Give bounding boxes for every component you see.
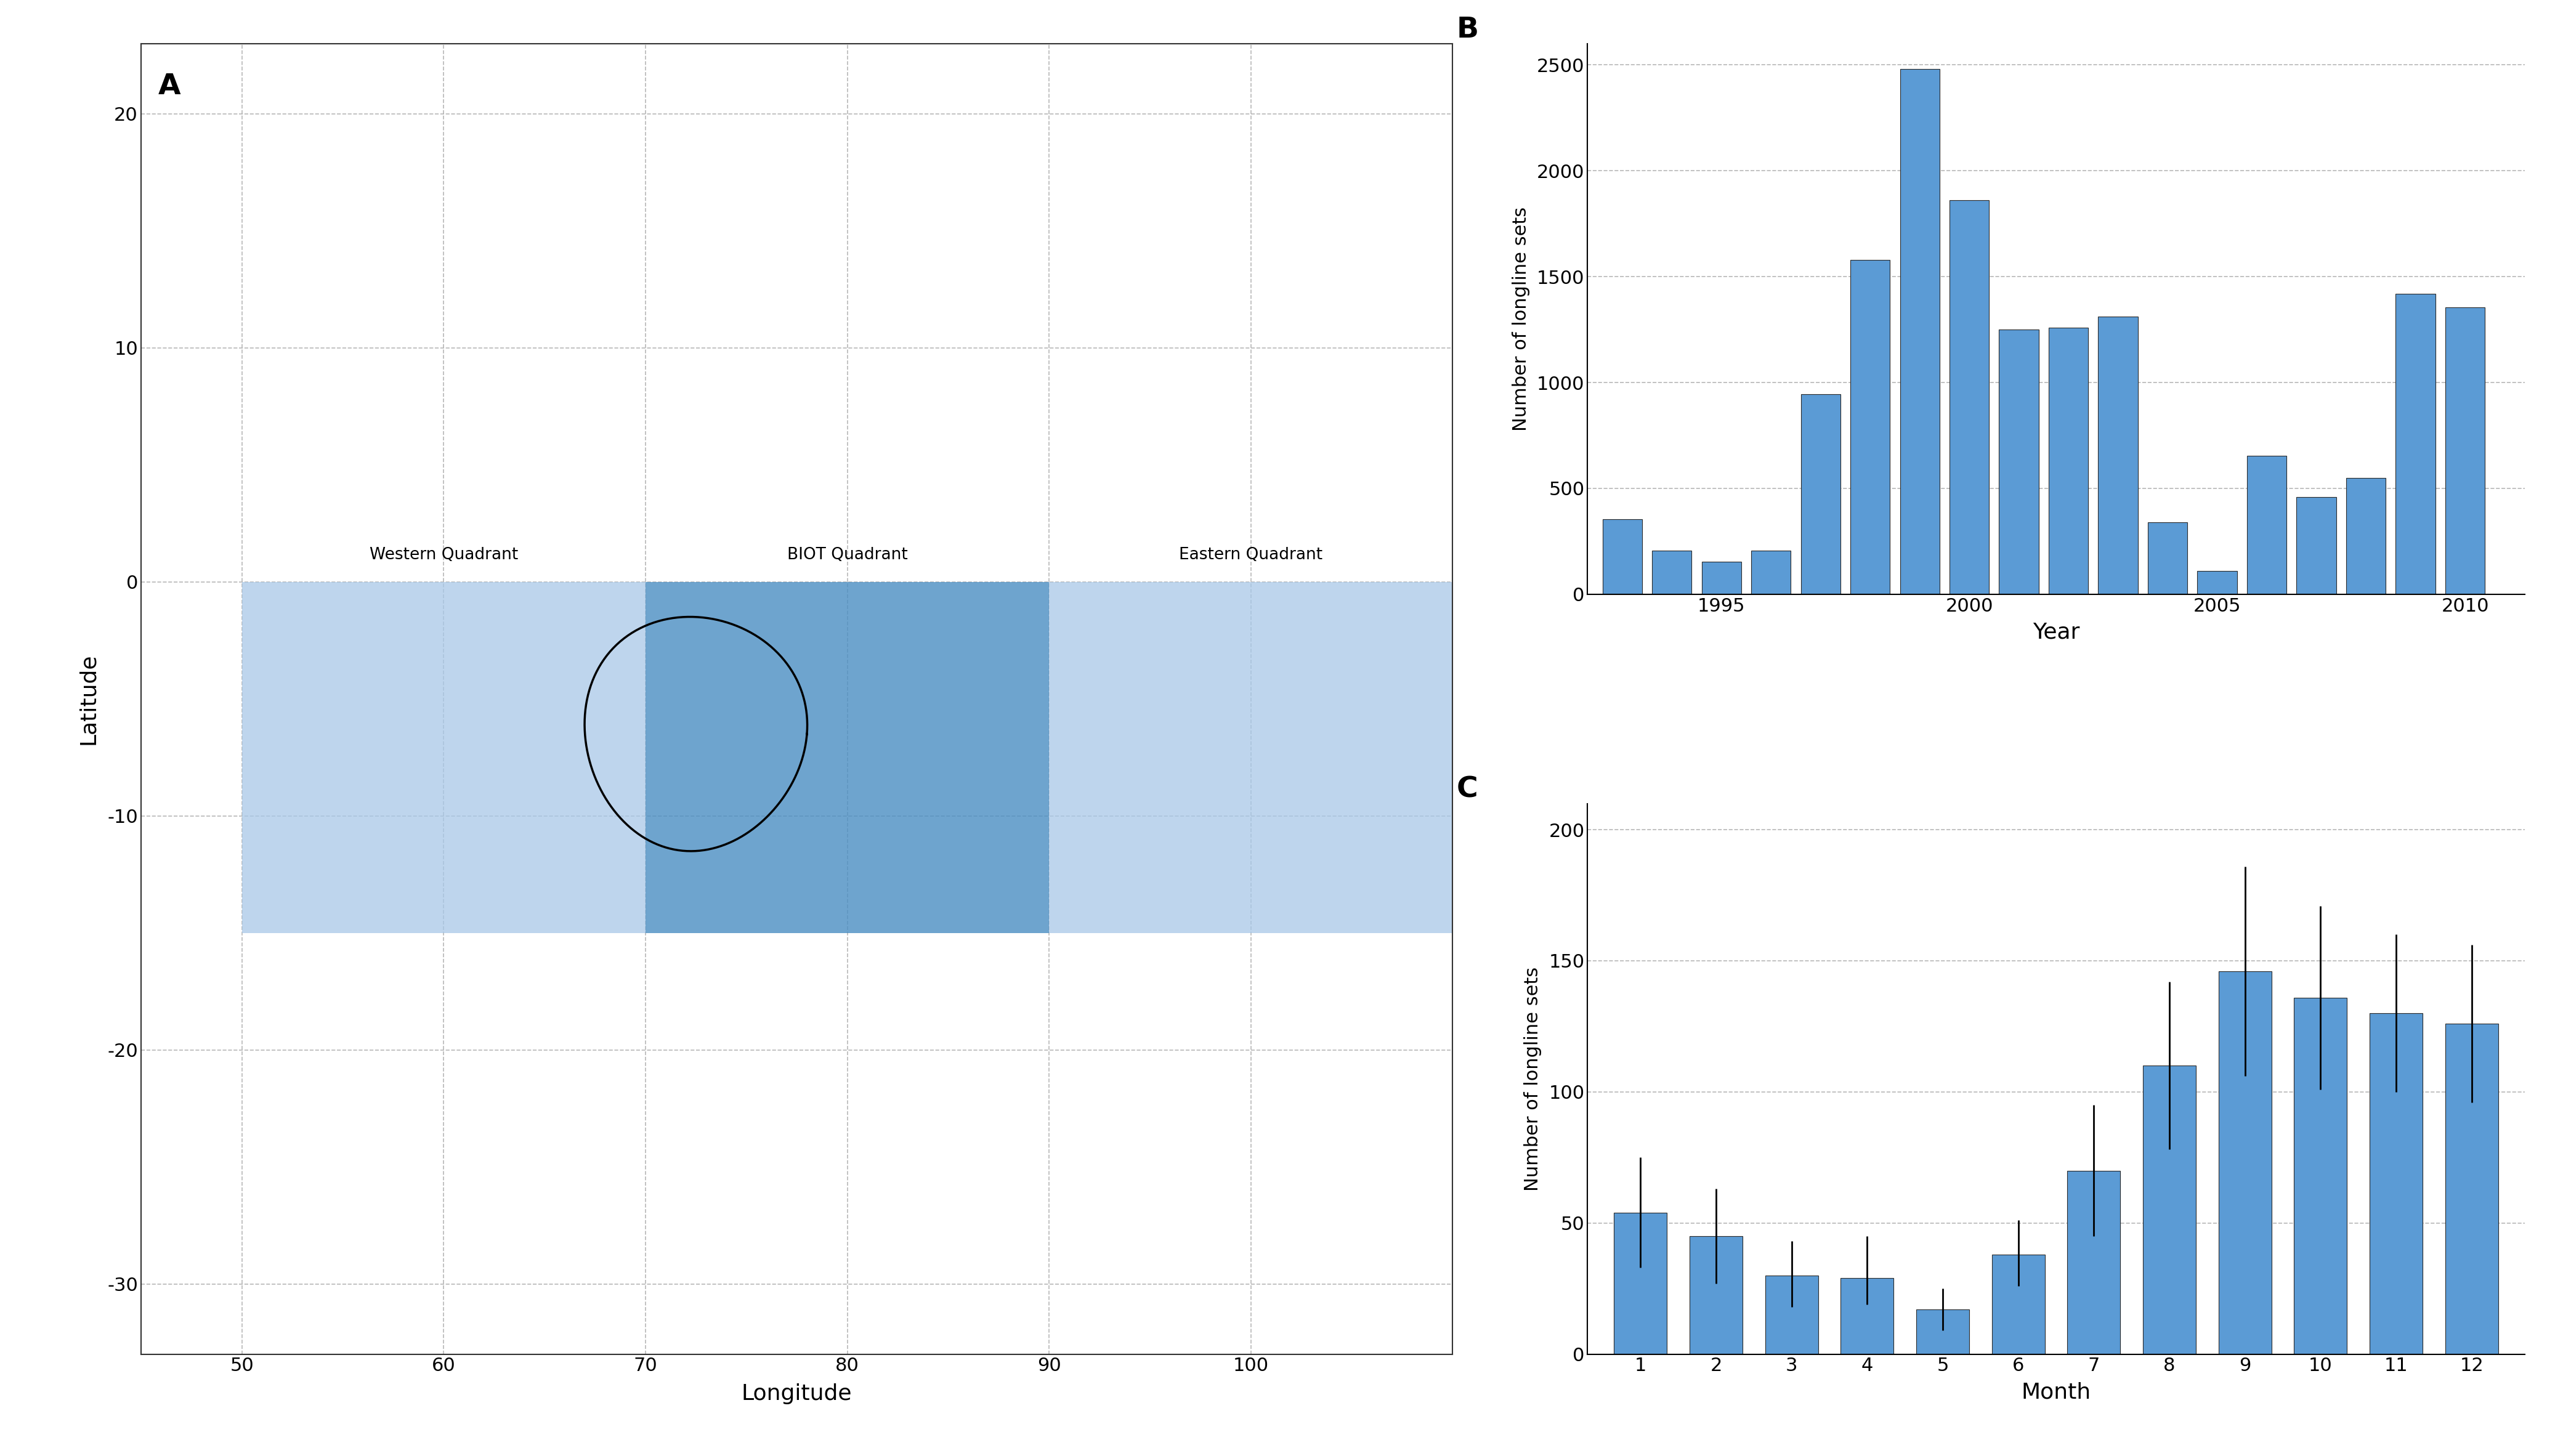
Bar [1899, 68, 1940, 594]
Bar [2068, 1171, 2120, 1354]
Bar [1850, 259, 1889, 594]
Bar [1602, 520, 1643, 594]
Bar [2294, 997, 2348, 1354]
Bar [2143, 1066, 2196, 1354]
Bar [2048, 328, 2089, 594]
Bar [2396, 294, 2435, 594]
Bar [1802, 395, 1840, 594]
Bar [2148, 523, 2186, 594]
Bar [1702, 562, 1740, 594]
Bar [2296, 496, 2335, 594]
Text: B: B [1456, 16, 1479, 44]
Bar [2371, 1013, 2422, 1354]
Bar [1840, 1278, 1894, 1354]
X-axis label: Longitude: Longitude [741, 1383, 851, 1405]
X-axis label: Month: Month [2022, 1382, 2091, 1402]
Bar [2099, 317, 2138, 594]
Bar [2345, 478, 2386, 594]
Bar [1991, 1255, 2045, 1354]
Bar [2220, 971, 2271, 1354]
Bar [1689, 1236, 1743, 1354]
Bar [1950, 201, 1989, 594]
Bar [1653, 550, 1692, 594]
Text: BIOT Quadrant: BIOT Quadrant [787, 547, 907, 563]
Bar [1766, 1275, 1817, 1354]
Bar [646, 582, 1048, 933]
Bar [1048, 582, 1453, 933]
Bar [1999, 329, 2038, 594]
Bar [2445, 307, 2486, 594]
Bar [1751, 550, 1792, 594]
Y-axis label: Number of longline sets: Number of longline sets [1512, 207, 1530, 431]
Y-axis label: Number of longline sets: Number of longline sets [1525, 967, 1543, 1191]
X-axis label: Year: Year [2032, 622, 2079, 644]
Bar [2445, 1024, 2499, 1354]
Bar [2248, 456, 2286, 594]
Bar [1917, 1309, 1968, 1354]
Bar [1615, 1213, 1666, 1354]
Bar [2196, 571, 2237, 594]
Bar [241, 582, 646, 933]
Y-axis label: Latitude: Latitude [77, 654, 100, 744]
Text: A: A [159, 73, 179, 100]
Text: Western Quadrant: Western Quadrant [369, 547, 518, 563]
Text: Eastern Quadrant: Eastern Quadrant [1179, 547, 1323, 563]
Text: C: C [1456, 776, 1479, 804]
